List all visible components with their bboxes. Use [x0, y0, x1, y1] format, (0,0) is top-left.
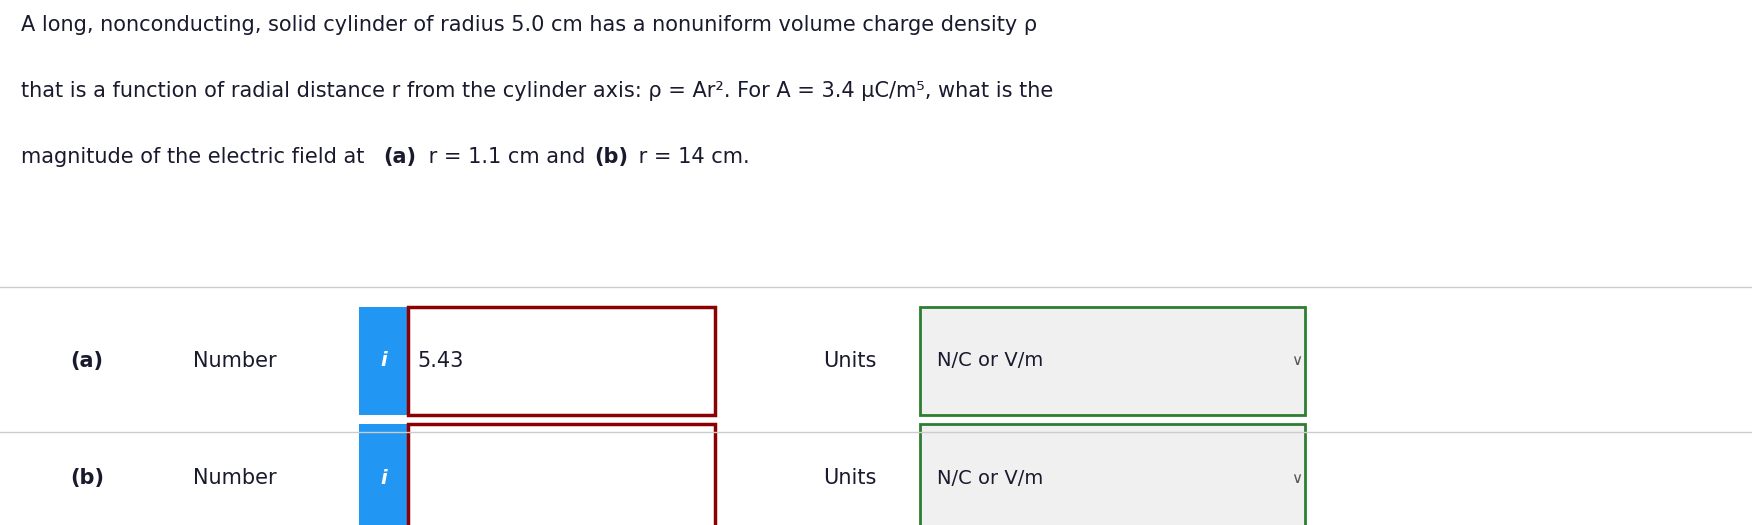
Text: r = 14 cm.: r = 14 cm.: [632, 147, 750, 167]
Text: 5.43: 5.43: [417, 351, 463, 371]
Text: Number: Number: [193, 468, 277, 488]
Text: Number: Number: [193, 351, 277, 371]
Bar: [920, 424, 1305, 525]
Bar: [408, 424, 715, 525]
Text: i: i: [380, 469, 387, 488]
Text: (b): (b): [594, 147, 627, 167]
Text: magnitude of the electric field at: magnitude of the electric field at: [21, 147, 371, 167]
Text: Units: Units: [823, 351, 876, 371]
Text: (b): (b): [70, 468, 103, 488]
Bar: [359, 307, 408, 415]
Text: A long, nonconducting, solid cylinder of radius 5.0 cm has a nonuniform volume c: A long, nonconducting, solid cylinder of…: [21, 15, 1037, 35]
Text: (a): (a): [384, 147, 417, 167]
Text: i: i: [380, 351, 387, 370]
Text: N/C or V/m: N/C or V/m: [937, 469, 1044, 488]
Bar: [408, 307, 715, 415]
Bar: [359, 424, 408, 525]
Text: r = 1.1 cm and: r = 1.1 cm and: [422, 147, 592, 167]
Text: Units: Units: [823, 468, 876, 488]
Text: N/C or V/m: N/C or V/m: [937, 351, 1044, 370]
Text: ∨: ∨: [1291, 471, 1302, 486]
Text: (a): (a): [70, 351, 103, 371]
Text: that is a function of radial distance r from the cylinder axis: ρ = Ar². For A =: that is a function of radial distance r …: [21, 81, 1053, 101]
Text: ∨: ∨: [1291, 353, 1302, 368]
Bar: [920, 307, 1305, 415]
